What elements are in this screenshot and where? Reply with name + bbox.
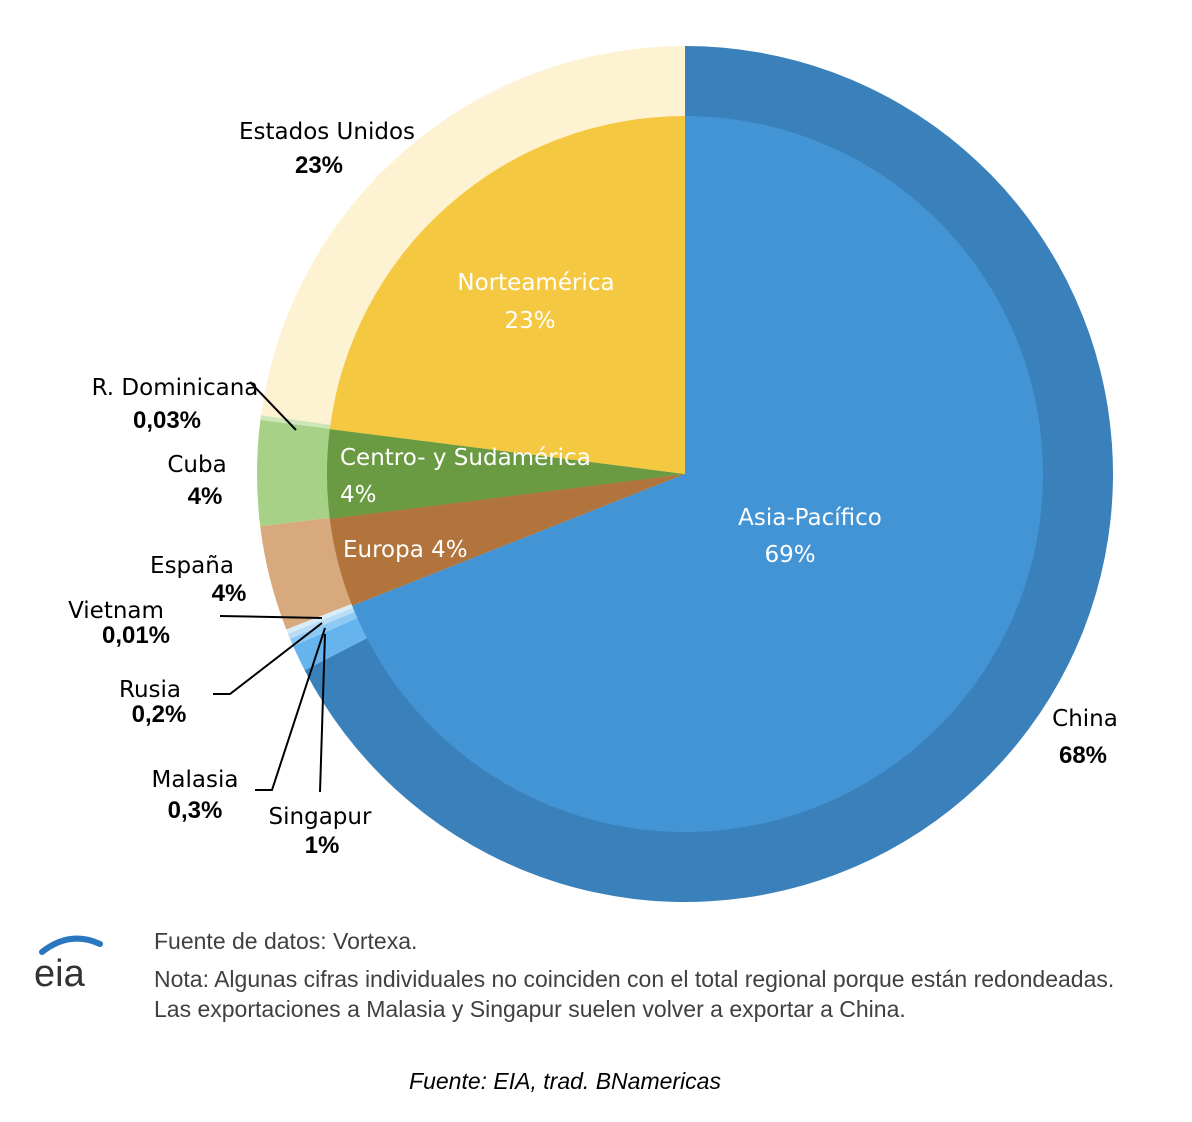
label-asia-pacifico: Asia-Pacífico — [738, 505, 882, 531]
leader-singapur — [319, 633, 326, 793]
label-centro-y-sudamerica: Centro- y Sudamérica — [340, 445, 591, 471]
eia-logo: eia — [30, 930, 110, 1000]
label-estados-unidos-value: 23% — [295, 152, 343, 179]
chart-labels: Asia-Pacífico 69% Europa 4% Centro- y Sudam… — [68, 119, 1118, 859]
slice-asia-pacifico — [352, 116, 1043, 832]
slice-europa — [329, 474, 685, 606]
label-singapur-value: 1% — [305, 832, 340, 859]
source-note: Fuente de datos: Vortexa. — [154, 928, 418, 954]
footnote: Nota: Algunas cifras individuales no coi… — [154, 966, 1115, 1022]
leader-lines — [213, 381, 326, 793]
slice-centro-y-sudamerica — [326, 429, 685, 519]
leader-r-dominicana — [249, 381, 297, 431]
slice-norteamerica — [329, 116, 685, 474]
leader-rusia — [213, 622, 323, 695]
label-estados-unidos: Estados Unidos — [239, 119, 415, 145]
label-china-value: 68% — [1059, 742, 1107, 769]
eia-logo-text: eia — [34, 953, 86, 995]
inner-ring — [326, 116, 1043, 832]
label-rusia-value: 0,2% — [132, 701, 187, 728]
leader-malasia — [255, 627, 326, 791]
label-espana: España — [150, 553, 234, 579]
label-norteamerica-value: 23% — [504, 308, 555, 334]
label-r-dominicana-value: 0,03% — [133, 407, 201, 434]
label-cuba: Cuba — [167, 452, 226, 478]
eia-logo-swoosh — [39, 935, 103, 955]
footer-notes: Fuente de datos: Vortexa. Nota: Algunas … — [154, 926, 1154, 1032]
label-vietnam-value: 0,01% — [102, 622, 170, 649]
credit-line: Fuente: EIA, trad. BNamericas — [409, 1068, 721, 1094]
label-espana-value: 4% — [212, 580, 247, 607]
label-vietnam: Vietnam — [68, 598, 164, 624]
label-china: China — [1052, 706, 1118, 732]
label-cuba-value: 4% — [188, 483, 223, 510]
label-centro-y-sudamerica-value: 4% — [340, 482, 377, 508]
label-malasia-value: 0,3% — [168, 797, 223, 824]
label-rusia: Rusia — [119, 677, 181, 703]
label-europa: Europa 4% — [343, 537, 468, 563]
label-r-dominicana: R. Dominicana — [92, 375, 259, 401]
label-norteamerica: Norteamérica — [457, 270, 614, 296]
label-asia-pacifico-value: 69% — [764, 542, 815, 568]
label-singapur: Singapur — [269, 804, 372, 830]
label-malasia: Malasia — [152, 767, 239, 793]
leader-vietnam — [219, 615, 323, 619]
pie-chart: Asia-Pacífico 69% Europa 4% Centro- y Sudam… — [68, 46, 1118, 902]
